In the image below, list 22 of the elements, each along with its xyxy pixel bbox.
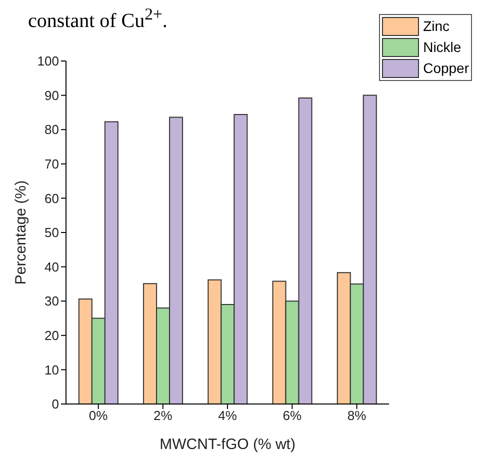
y-tick-label: 30 (44, 294, 59, 309)
y-tick-label: 80 (44, 122, 59, 138)
y-tick-label: 60 (44, 190, 59, 206)
y-tick-label: 20 (44, 328, 59, 344)
y-tick-label: 50 (44, 225, 59, 240)
y-tick-label: 10 (44, 362, 59, 378)
x-tick-label: 8% (347, 408, 367, 424)
legend-label: Copper (423, 59, 469, 78)
y-axis-title: Percentage (%) (12, 180, 30, 285)
x-tick-label: 0% (88, 408, 108, 424)
x-tick-label: 2% (154, 408, 173, 424)
x-tick-label: 4% (218, 408, 238, 424)
legend-label: Nickle (423, 38, 462, 57)
x-tick-label: 6% (282, 408, 302, 424)
y-tick-label: 90 (44, 88, 59, 103)
y-tick-label: 70 (44, 156, 59, 172)
y-tick-label: 40 (44, 259, 59, 274)
x-axis-title: MWCNT-fGO (% wt) (160, 436, 296, 453)
legend-label: Zinc (423, 17, 450, 36)
y-tick-label: 100 (37, 54, 59, 69)
text: constant of Cu$^{2+}$. (28, 4, 168, 32)
y-tick-label: 0 (52, 396, 59, 412)
